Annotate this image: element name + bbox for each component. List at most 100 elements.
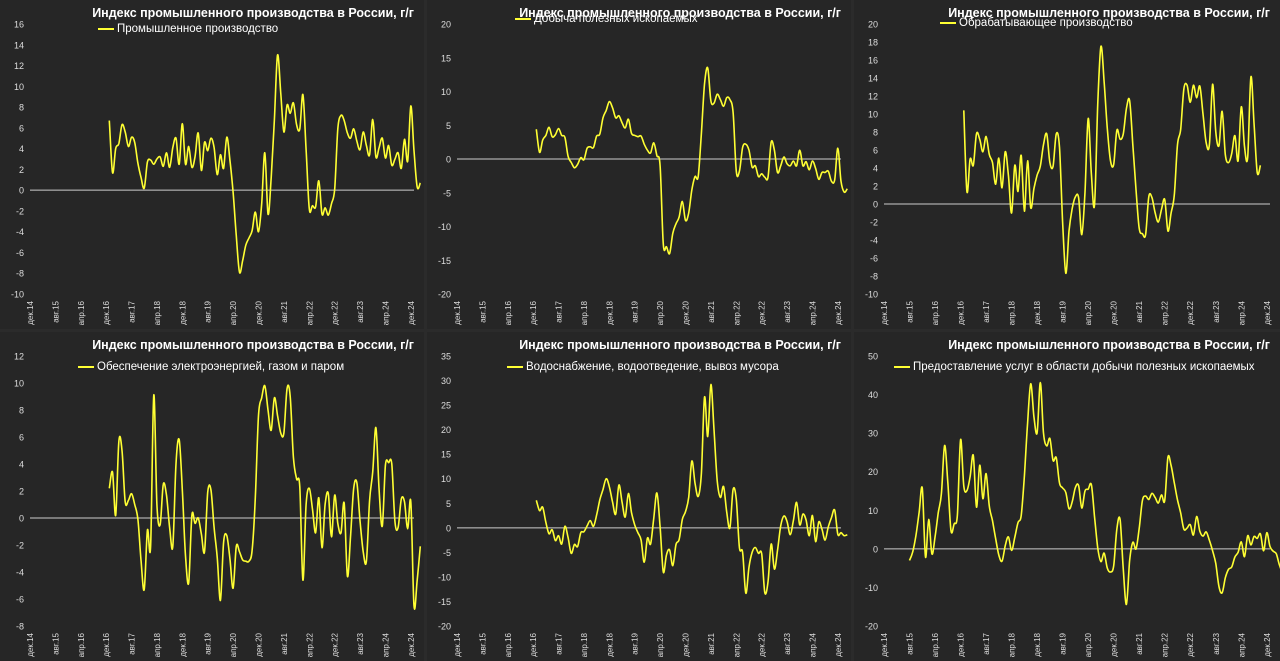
legend-swatch [78, 366, 94, 368]
x-tick-label: авг.23 [356, 632, 365, 654]
chart-title: Индекс промышленного производства в Росс… [519, 338, 841, 352]
y-tick-label: 12 [14, 352, 24, 362]
y-tick-label: -15 [438, 597, 451, 607]
y-tick-label: 15 [441, 450, 451, 460]
x-tick-label: авг.23 [783, 632, 792, 654]
y-tick-label: -15 [438, 256, 451, 266]
x-tick-label: авг.21 [707, 300, 716, 322]
y-tick-label: -6 [16, 248, 24, 258]
x-tick-label: дек.18 [178, 300, 187, 324]
x-tick-label: дек.18 [178, 632, 187, 656]
x-tick-label: дек.16 [529, 632, 538, 656]
x-tick-label: дек.18 [605, 300, 614, 324]
chart-title: Индекс промышленного производства в Росс… [92, 6, 414, 20]
legend-swatch [507, 366, 523, 368]
x-tick-label: апр.24 [1237, 632, 1246, 657]
x-tick-label: апр.22 [732, 300, 741, 325]
chart-title: Индекс промышленного производства в Росс… [948, 6, 1270, 20]
x-tick-label: авг.17 [982, 632, 991, 654]
chart-title: Индекс промышленного производства в Росс… [948, 338, 1270, 352]
x-tick-label: дек.20 [254, 632, 263, 656]
x-tick-label: дек.24 [1263, 632, 1272, 656]
legend-label: Водоснабжение, водоотведение, вывоз мусо… [526, 361, 779, 373]
y-tick-label: -5 [443, 188, 451, 198]
x-tick-label: апр.24 [808, 300, 817, 325]
chart-svg: -20 -10 0 10 20 30 40 50 дек.14 авг.15 апр.16 дек.1… [865, 352, 1280, 657]
y-tick-label: -10 [438, 222, 451, 232]
x-tick-label: дек.16 [957, 300, 966, 324]
y-tick-label: 30 [868, 429, 878, 439]
x-tick-label: апр.24 [808, 632, 817, 657]
x-tick-label: дек.14 [453, 632, 462, 656]
x-tick-label: дек.14 [880, 632, 889, 656]
x-tick-label: дек.22 [758, 632, 767, 656]
x-tick-label: авг.15 [478, 300, 487, 322]
legend: Обрабатывающее производство [940, 17, 1133, 29]
x-tick-label: авг.19 [1059, 300, 1068, 322]
series-line [963, 45, 1262, 275]
x-tick-label: авг.17 [555, 632, 564, 654]
x-tick-label: авг.21 [1135, 300, 1144, 322]
y-tick-label: 20 [441, 425, 451, 435]
x-tick-label: дек.14 [26, 300, 35, 324]
legend-swatch [98, 28, 114, 30]
x-tick-label: апр.24 [1237, 300, 1246, 325]
x-tick-label: дек.20 [1110, 632, 1119, 656]
y-tick-label: -10 [11, 290, 24, 300]
y-tick-label: 0 [446, 155, 451, 165]
y-tick-label: 15 [441, 53, 451, 63]
x-tick-label: дек.18 [605, 632, 614, 656]
x-tick-label: дек.14 [453, 300, 462, 324]
y-tick-label: 4 [873, 164, 878, 174]
y-tick-label: 8 [873, 128, 878, 138]
x-tick-label: авг.17 [982, 300, 991, 322]
x-tick-label: дек.22 [758, 300, 767, 324]
series-line [908, 381, 1280, 606]
x-tick-label: дек.18 [1033, 632, 1042, 656]
y-tick-label: 4 [19, 144, 24, 154]
legend-swatch [515, 18, 531, 20]
x-tick-label: дек.24 [1263, 300, 1272, 324]
x-tick-label: апр.24 [381, 632, 390, 657]
x-tick-label: апр.20 [1084, 300, 1093, 325]
x-tick-label: апр.18 [1008, 300, 1017, 325]
y-tick-label: 6 [19, 433, 24, 443]
x-tick-label: дек.16 [102, 300, 111, 324]
y-tick-label: 20 [868, 467, 878, 477]
x-tick-label: апр.22 [305, 632, 314, 657]
x-tick-label: дек.22 [331, 300, 340, 324]
x-tick-label: дек.16 [529, 300, 538, 324]
x-tick-label: авг.21 [280, 300, 289, 322]
x-tick-label: дек.20 [681, 300, 690, 324]
y-tick-label: 12 [868, 92, 878, 102]
series-line [535, 66, 848, 255]
legend-swatch [894, 366, 910, 368]
x-tick-label: апр.20 [656, 300, 665, 325]
x-tick-label: авг.19 [631, 632, 640, 654]
chart-panel-1: -10 -8 -6 -4 -2 0 2 4 6 8 10 12 14 16 дек.14 авг.15 апр.… [0, 0, 424, 329]
y-tick-label: 0 [19, 186, 24, 196]
x-tick-label: апр.20 [229, 300, 238, 325]
y-tick-label: 0 [873, 544, 878, 554]
chart-svg: -10 -8 -6 -4 -2 0 2 4 6 8 10 12 14 16 дек.14 авг.15 апр.… [11, 20, 422, 325]
y-tick-label: 35 [441, 352, 451, 362]
y-tick-label: -6 [16, 595, 24, 605]
x-tick-label: авг.23 [356, 300, 365, 322]
y-tick-label: 14 [14, 40, 24, 50]
y-tick-label: -2 [16, 541, 24, 551]
y-tick-label: 0 [446, 523, 451, 533]
chart-panel-3: -10 -8 -6 -4 -2 0 2 4 6 8 10 12 14 16 18 20 дек.14 авг.15… [854, 0, 1280, 329]
x-tick-label: дек.14 [880, 300, 889, 324]
x-tick-label: авг.19 [1059, 632, 1068, 654]
y-tick-label: 10 [868, 110, 878, 120]
x-tick-label: апр.20 [656, 632, 665, 657]
y-tick-label: -4 [16, 227, 24, 237]
y-tick-label: 10 [868, 506, 878, 516]
x-tick-label: дек.24 [834, 300, 843, 324]
x-tick-label: авг.21 [707, 632, 716, 654]
chart-panel-6: -20 -10 0 10 20 30 40 50 дек.14 авг.15 апр.16 дек.1… [854, 332, 1280, 661]
chart-panel-5: -20 -15 -10 -5 0 5 10 15 20 25 30 35 дек.14 авг.15 апр… [427, 332, 851, 661]
chart-svg: -8 -6 -4 -2 0 2 4 6 8 10 12 дек.14 авг.15 апр.16 дек.1… [14, 352, 422, 657]
x-tick-label: апр.18 [580, 300, 589, 325]
x-tick-label: дек.14 [26, 632, 35, 656]
